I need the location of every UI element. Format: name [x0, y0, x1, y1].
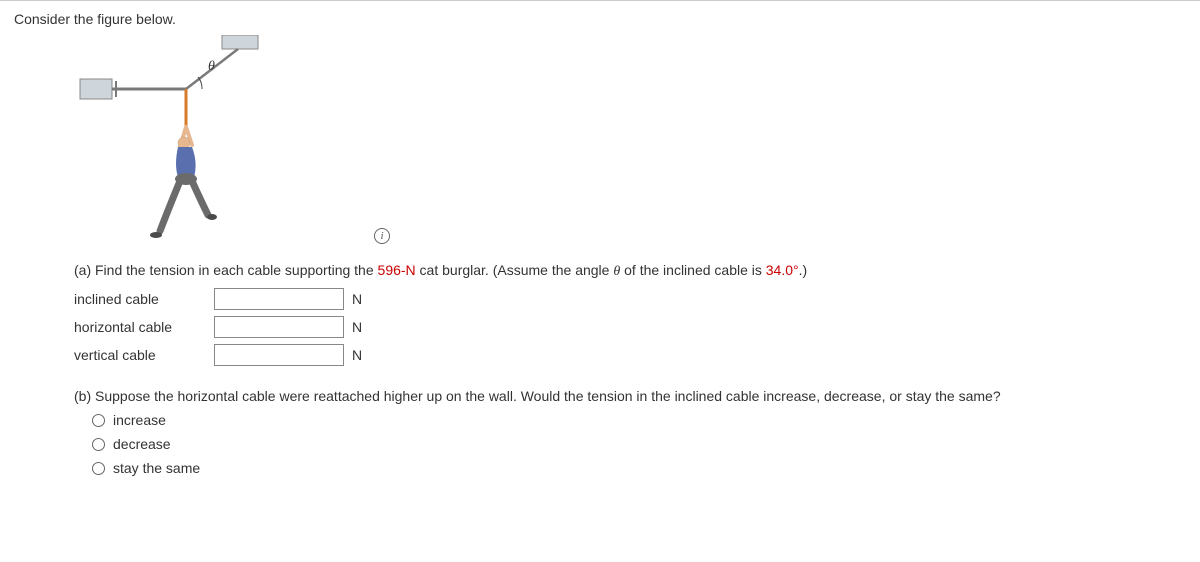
info-icon[interactable]: i [374, 228, 390, 244]
input-inclined[interactable] [214, 288, 344, 310]
unit-inclined: N [352, 291, 362, 307]
theta-label: θ [208, 59, 215, 75]
pa-lead3: of the inclined cable is [620, 262, 766, 278]
radio-row-increase[interactable]: increase [92, 412, 1186, 428]
radio-label-same: stay the same [113, 460, 200, 476]
problem-container: Consider the figure below. [0, 0, 1200, 562]
input-horizontal[interactable] [214, 316, 344, 338]
radio-group: increase decrease stay the same [92, 412, 1186, 476]
pa-lead2: cat burglar. (Assume the angle [416, 262, 614, 278]
unit-vertical: N [352, 347, 362, 363]
diagram-svg [74, 35, 264, 250]
row-vertical: vertical cable N [74, 344, 1186, 366]
label-inclined: inclined cable [74, 291, 214, 307]
radio-row-same[interactable]: stay the same [92, 460, 1186, 476]
pa-lead1: (a) Find the tension in each cable suppo… [74, 262, 378, 278]
part-a-text: (a) Find the tension in each cable suppo… [74, 262, 1186, 280]
pa-lead4: .) [799, 262, 808, 278]
radio-row-decrease[interactable]: decrease [92, 436, 1186, 452]
radio-label-decrease: decrease [113, 436, 171, 452]
input-vertical[interactable] [214, 344, 344, 366]
part-b: (b) Suppose the horizontal cable were re… [74, 388, 1186, 476]
pa-angle: 34.0° [766, 262, 799, 278]
label-vertical: vertical cable [74, 347, 214, 363]
part-b-text: (b) Suppose the horizontal cable were re… [74, 388, 1186, 404]
figure-diagram: θ [74, 35, 264, 250]
row-horizontal: horizontal cable N [74, 316, 1186, 338]
radio-label-increase: increase [113, 412, 166, 428]
pa-weight: 596-N [378, 262, 416, 278]
part-a: (a) Find the tension in each cable suppo… [74, 262, 1186, 366]
radio-increase[interactable] [92, 414, 105, 427]
row-inclined: inclined cable N [74, 288, 1186, 310]
unit-horizontal: N [352, 319, 362, 335]
radio-same[interactable] [92, 462, 105, 475]
label-horizontal: horizontal cable [74, 319, 214, 335]
figure-row: θ i [74, 35, 1186, 250]
radio-decrease[interactable] [92, 438, 105, 451]
prompt-text: Consider the figure below. [14, 11, 1186, 27]
